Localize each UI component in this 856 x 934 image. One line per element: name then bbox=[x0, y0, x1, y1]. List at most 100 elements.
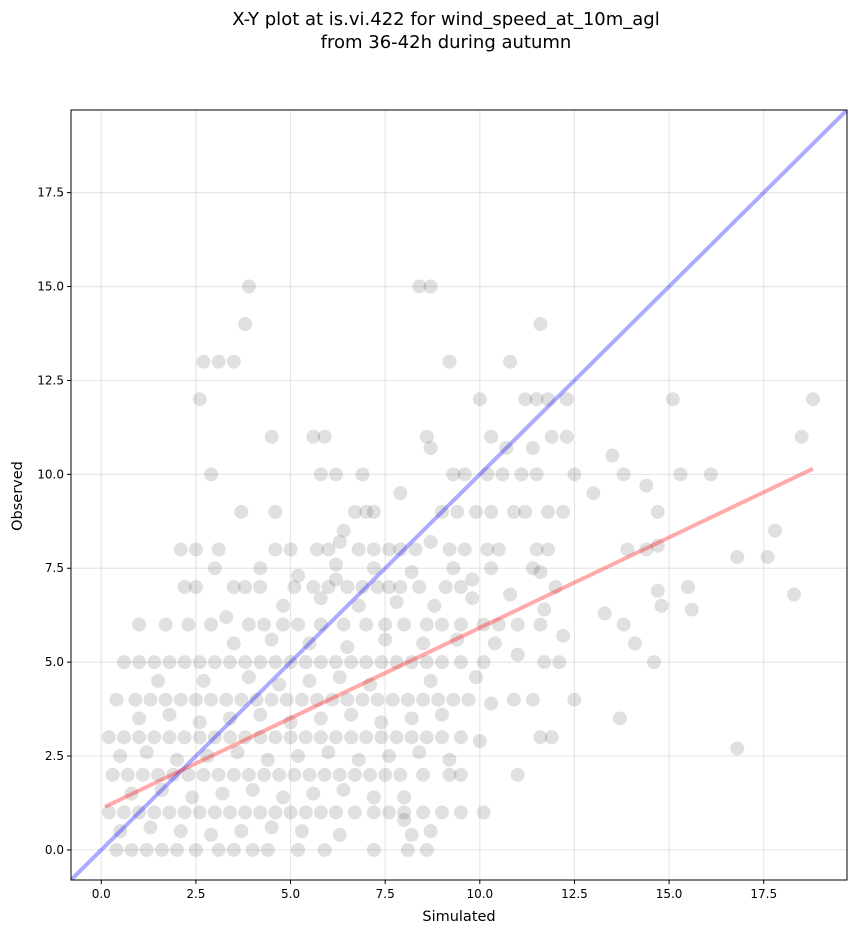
one-to-one-line bbox=[71, 110, 847, 880]
data-point bbox=[336, 523, 351, 538]
data-point bbox=[453, 655, 468, 670]
data-point bbox=[313, 730, 328, 745]
data-point bbox=[419, 655, 434, 670]
data-point bbox=[366, 805, 381, 820]
data-point bbox=[287, 580, 302, 595]
data-point bbox=[260, 752, 275, 767]
data-point bbox=[397, 805, 412, 820]
data-point bbox=[173, 542, 188, 557]
data-point bbox=[336, 617, 351, 632]
data-point bbox=[226, 767, 241, 782]
data-point bbox=[177, 730, 192, 745]
data-point bbox=[355, 580, 370, 595]
data-point bbox=[446, 561, 461, 576]
data-point bbox=[461, 692, 476, 707]
data-point bbox=[264, 632, 279, 647]
data-point bbox=[109, 842, 124, 857]
x-tick-label: 5.0 bbox=[281, 887, 300, 901]
data-point bbox=[393, 542, 408, 557]
data-point bbox=[510, 647, 525, 662]
data-point bbox=[442, 752, 457, 767]
data-point bbox=[120, 767, 135, 782]
data-point bbox=[544, 429, 559, 444]
data-point bbox=[363, 767, 378, 782]
data-point bbox=[211, 542, 226, 557]
data-point bbox=[434, 707, 449, 722]
data-point bbox=[476, 617, 491, 632]
data-point bbox=[540, 392, 555, 407]
data-point bbox=[151, 767, 166, 782]
data-point bbox=[226, 354, 241, 369]
data-point bbox=[317, 429, 332, 444]
data-point bbox=[374, 655, 389, 670]
data-point bbox=[344, 730, 359, 745]
data-point bbox=[253, 805, 268, 820]
data-point bbox=[313, 591, 328, 606]
data-point bbox=[268, 542, 283, 557]
data-point bbox=[366, 542, 381, 557]
data-point bbox=[480, 542, 495, 557]
data-point bbox=[525, 692, 540, 707]
data-point bbox=[310, 542, 325, 557]
data-point bbox=[529, 392, 544, 407]
data-point bbox=[260, 842, 275, 857]
x-axis-label: Simulated bbox=[422, 909, 495, 925]
data-point bbox=[359, 730, 374, 745]
data-point bbox=[453, 580, 468, 595]
data-point bbox=[484, 561, 499, 576]
data-point bbox=[139, 842, 154, 857]
data-point bbox=[283, 805, 298, 820]
data-point bbox=[548, 580, 563, 595]
data-point bbox=[238, 805, 253, 820]
data-point bbox=[480, 467, 495, 482]
data-point bbox=[113, 824, 128, 839]
data-point bbox=[552, 655, 567, 670]
data-point bbox=[196, 767, 211, 782]
data-point bbox=[469, 670, 484, 685]
data-point bbox=[537, 655, 552, 670]
data-point bbox=[196, 673, 211, 688]
data-point bbox=[291, 568, 306, 583]
data-point bbox=[457, 467, 472, 482]
data-point bbox=[412, 580, 427, 595]
data-point bbox=[207, 805, 222, 820]
data-point bbox=[268, 504, 283, 519]
data-point bbox=[238, 317, 253, 332]
data-point bbox=[306, 580, 321, 595]
data-point bbox=[355, 692, 370, 707]
data-point bbox=[116, 655, 131, 670]
y-tick-label: 2.5 bbox=[45, 749, 64, 763]
data-point bbox=[510, 617, 525, 632]
data-point bbox=[279, 692, 294, 707]
data-point bbox=[794, 429, 809, 444]
data-point bbox=[135, 767, 150, 782]
data-point bbox=[359, 504, 374, 519]
data-point bbox=[484, 504, 499, 519]
data-point bbox=[366, 842, 381, 857]
data-point bbox=[427, 598, 442, 613]
data-point bbox=[264, 429, 279, 444]
data-point bbox=[139, 745, 154, 760]
data-point bbox=[503, 354, 518, 369]
data-point bbox=[457, 542, 472, 557]
data-point bbox=[537, 602, 552, 617]
data-point bbox=[533, 617, 548, 632]
data-point bbox=[351, 542, 366, 557]
data-point bbox=[185, 790, 200, 805]
data-point bbox=[760, 549, 775, 564]
data-point bbox=[438, 580, 453, 595]
x-tick-label: 2.5 bbox=[186, 887, 205, 901]
data-point bbox=[514, 467, 529, 482]
data-point bbox=[381, 580, 396, 595]
data-point bbox=[328, 655, 343, 670]
data-point bbox=[328, 467, 343, 482]
data-point bbox=[234, 824, 249, 839]
data-point bbox=[453, 617, 468, 632]
data-point bbox=[469, 504, 484, 519]
data-point bbox=[450, 504, 465, 519]
x-tick-label: 10.0 bbox=[466, 887, 493, 901]
data-point bbox=[294, 824, 309, 839]
data-point bbox=[612, 711, 627, 726]
data-point bbox=[272, 767, 287, 782]
data-point bbox=[313, 617, 328, 632]
